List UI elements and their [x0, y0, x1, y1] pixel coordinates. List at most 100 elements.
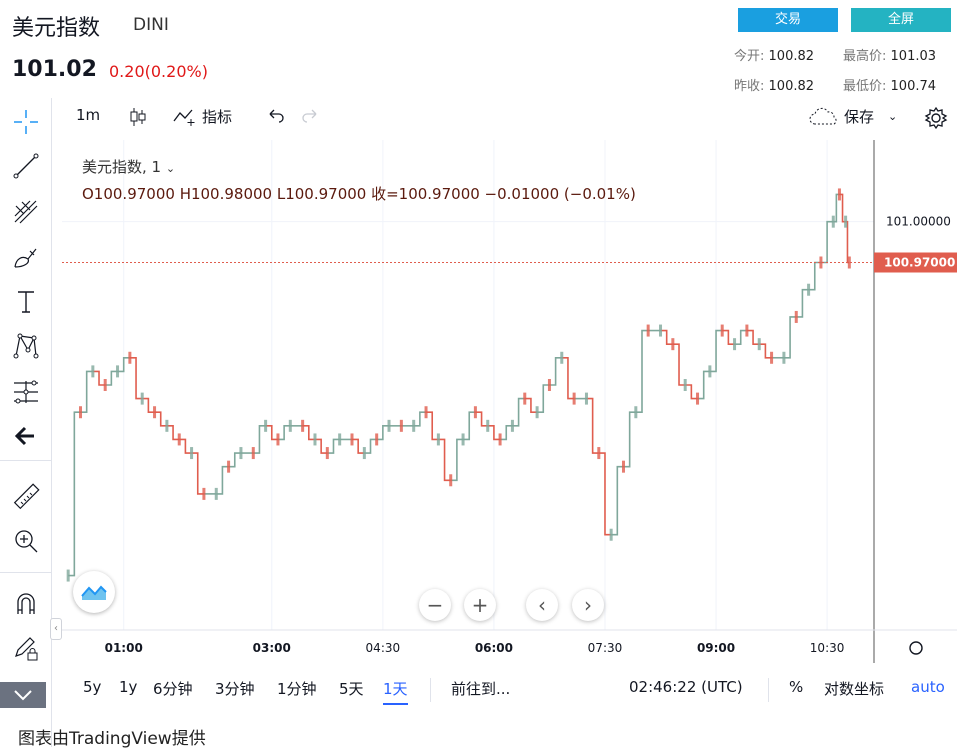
collapse-toolbar-button[interactable]	[0, 682, 46, 708]
arrow-left-icon	[14, 426, 34, 446]
price-bar	[313, 433, 317, 446]
price-bar	[239, 447, 243, 460]
ohlc-legend: O100.97000 H100.98000 L100.97000 收=100.9…	[82, 185, 636, 203]
price-bar	[399, 419, 403, 432]
percent-toggle[interactable]: %	[789, 678, 804, 696]
redo-button[interactable]	[300, 106, 320, 124]
zoom-out-button[interactable]: −	[419, 589, 451, 621]
save-button[interactable]: 保存 ⌄	[808, 106, 897, 127]
price-segment	[129, 356, 143, 400]
text-icon	[18, 291, 34, 313]
price-bar	[301, 419, 305, 432]
pattern-tool[interactable]	[10, 330, 42, 362]
price-segment	[92, 370, 106, 386]
range-1min[interactable]: 1分钟	[277, 680, 317, 698]
trendline-tool[interactable]	[10, 150, 42, 182]
price-bar	[733, 338, 737, 351]
range-3min[interactable]: 3分钟	[215, 680, 255, 698]
price-segment	[524, 397, 538, 414]
magnet-tool[interactable]	[10, 588, 42, 620]
price-segment	[586, 397, 599, 454]
crosshair-tool[interactable]	[10, 106, 42, 138]
fullscreen-button[interactable]: 全屏	[851, 8, 951, 32]
price-segment	[179, 438, 192, 454]
pitchfork-icon	[14, 200, 38, 224]
price-segment	[512, 397, 525, 427]
scroll-right-button[interactable]: ›	[572, 589, 604, 621]
ruler-tool[interactable]	[10, 481, 42, 513]
price-bar	[214, 487, 218, 500]
lock-drawing-tool[interactable]	[10, 632, 42, 664]
price-segment	[80, 370, 93, 414]
price-bar	[325, 447, 329, 460]
prediction-tool[interactable]	[10, 376, 42, 408]
price-bar	[847, 256, 851, 269]
price-segment	[154, 411, 167, 427]
undo-button[interactable]	[266, 106, 286, 124]
price-segment	[475, 411, 488, 427]
price-segment	[697, 370, 710, 400]
expand-handle[interactable]: ‹	[50, 618, 62, 640]
scroll-left-button[interactable]: ‹	[526, 589, 558, 621]
tradingview-logo[interactable]	[73, 571, 115, 613]
prev-close-stat: 昨收: 100.82	[734, 75, 814, 94]
price-bar	[362, 447, 366, 460]
candle-type-button[interactable]	[128, 106, 148, 128]
price-chart[interactable]: 01:00 03:00 04:30 06:00 07:30 09:00 10:30 101.0…	[62, 140, 957, 663]
pitchfork-tool[interactable]	[10, 196, 42, 228]
price-segment	[623, 411, 636, 468]
indicators-label: 指标	[202, 108, 233, 126]
price-bar	[510, 419, 514, 432]
range-5d[interactable]: 5天	[339, 680, 364, 698]
range-5y[interactable]: 5y	[83, 678, 102, 696]
attribution-text: 图表由TradingView提供	[18, 729, 206, 749]
brush-tool[interactable]	[10, 241, 42, 273]
price-segment	[685, 384, 698, 400]
price-bar	[140, 392, 144, 405]
price-bar	[597, 447, 601, 460]
text-tool[interactable]	[10, 286, 42, 318]
auto-scale-toggle[interactable]: auto	[911, 678, 945, 696]
price-segment	[277, 425, 291, 441]
chart-toolbar: 1m 指标 保存 ⌄	[0, 98, 957, 136]
price-bar	[165, 419, 169, 432]
price-bar	[350, 433, 354, 446]
price-segment	[253, 425, 266, 454]
prev-close-value: 100.82	[768, 79, 815, 94]
axis-settings-icon	[909, 641, 923, 655]
y-tick-label: 101.00000	[886, 215, 951, 229]
range-6min[interactable]: 6分钟	[153, 680, 193, 698]
price-segment	[327, 438, 340, 454]
chevron-down-icon[interactable]: ⌄	[165, 162, 176, 175]
chevron-down-icon[interactable]: ⌄	[888, 110, 898, 123]
zoom-in-button[interactable]: +	[464, 589, 496, 621]
price-bar	[91, 365, 95, 378]
price-segment	[117, 356, 130, 373]
chart-area[interactable]: 01:00 03:00 04:30 06:00 07:30 09:00 10:30 101.0…	[62, 140, 957, 663]
low-stat: 最低价: 100.74	[843, 75, 936, 94]
zoom-tool[interactable]	[10, 525, 42, 557]
goto-button[interactable]: 前往到...	[451, 680, 511, 698]
trade-button[interactable]: 交易	[738, 8, 838, 32]
settings-button[interactable]	[924, 106, 948, 130]
zoom-in-icon	[15, 530, 38, 553]
range-1y[interactable]: 1y	[119, 678, 138, 696]
series-legend-title[interactable]: 美元指数, 1 ⌄	[82, 156, 175, 177]
range-1d[interactable]: 1天	[383, 680, 408, 705]
price-bar	[276, 433, 280, 446]
price-segment	[352, 438, 365, 454]
price-segment	[265, 425, 278, 441]
price-bar	[103, 379, 107, 391]
indicators-button[interactable]: 指标	[172, 106, 232, 127]
x-tick-label: 09:00	[697, 641, 735, 655]
price-segment	[734, 329, 747, 345]
utc-clock[interactable]: 02:46:22 (UTC)	[629, 678, 743, 696]
chevron-left-icon: ‹	[538, 593, 546, 617]
price-segment	[783, 316, 797, 359]
price-segment	[672, 343, 686, 386]
tool-divider	[0, 572, 52, 573]
log-scale-toggle[interactable]: 对数坐标	[824, 680, 885, 698]
interval-button[interactable]: 1m	[76, 106, 101, 124]
back-tool[interactable]	[10, 420, 42, 452]
x-tick-label: 01:00	[105, 641, 143, 655]
